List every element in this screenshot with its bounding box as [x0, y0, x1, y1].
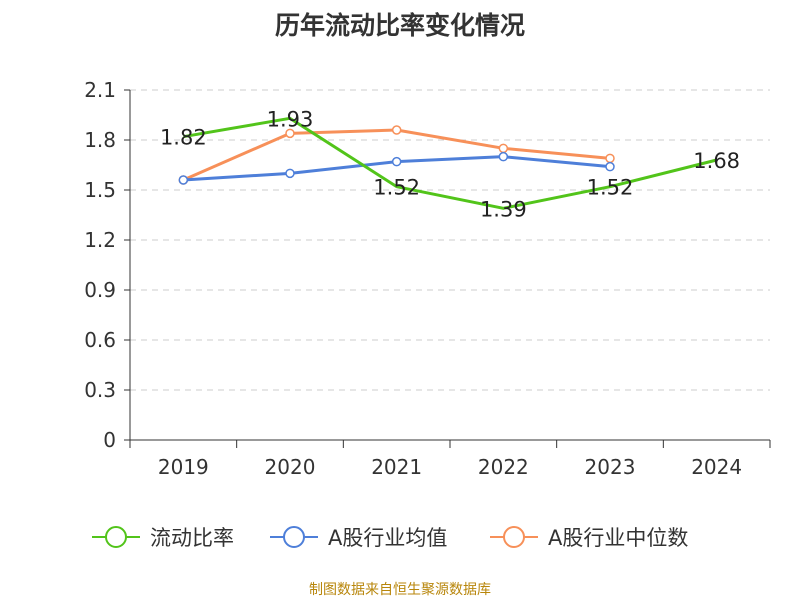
data-point	[178, 175, 189, 185]
data-label: 1.52	[587, 176, 634, 200]
legend-item-3[interactable]: A股行业中位数	[490, 526, 688, 550]
legend[interactable]: 流动比率 A股行业均值 A股行业中位数	[92, 526, 688, 550]
data-point	[391, 125, 402, 135]
x-tick-label: 2019	[158, 455, 209, 479]
x-tick-label: 2022	[478, 455, 529, 479]
y-tick-label: 0	[103, 428, 116, 452]
chart-title: 历年流动比率变化情况	[274, 11, 525, 40]
data-point	[391, 156, 402, 167]
legend-marker	[105, 526, 127, 548]
y-tick-label: 1.5	[84, 178, 116, 202]
legend-item-2[interactable]: A股行业均值	[270, 526, 447, 550]
x-tick-label: 2024	[691, 455, 742, 479]
y-tick-label: 0.6	[84, 328, 116, 352]
x-tick-label: 2021	[371, 455, 422, 479]
data-label: 1.82	[160, 126, 207, 150]
x-tick-label: 2020	[265, 455, 316, 479]
data-label: 1.39	[480, 197, 527, 221]
series-group	[178, 116, 718, 210]
legend-label: A股行业均值	[328, 526, 447, 550]
legend-item-1[interactable]: 流动比率	[92, 526, 234, 550]
y-tick-label: 0.3	[84, 378, 116, 402]
data-point	[605, 161, 615, 172]
data-label: 1.93	[267, 107, 314, 131]
legend-marker	[283, 526, 305, 548]
data-label: 1.68	[693, 149, 740, 173]
y-tick-label: 0.9	[84, 278, 116, 302]
data-labels: 1.82 1.93 1.52 1.39 1.52 1.68	[160, 107, 740, 221]
source-note: 制图数据来自恒生聚源数据库	[309, 582, 491, 598]
legend-marker	[503, 526, 525, 548]
grid	[130, 89, 770, 391]
y-tick-label: 1.2	[84, 228, 116, 252]
legend-label: A股行业中位数	[548, 526, 688, 550]
data-label: 1.52	[373, 176, 420, 200]
axes: 0 0.3 0.6 0.9 1.2 1.5 1.8 2.1 2019 2020 2021 2022 20…	[84, 78, 771, 479]
y-tick-label: 1.8	[84, 128, 116, 152]
data-point	[605, 153, 615, 164]
x-tick-label: 2023	[585, 455, 636, 479]
data-point	[285, 168, 295, 179]
series-line-1	[183, 116, 718, 210]
data-point	[498, 143, 509, 154]
y-tick-label: 2.1	[84, 78, 116, 102]
data-point	[285, 128, 295, 139]
legend-label: 流动比率	[150, 526, 234, 550]
series-line-3	[182, 128, 611, 182]
data-point	[498, 151, 509, 162]
